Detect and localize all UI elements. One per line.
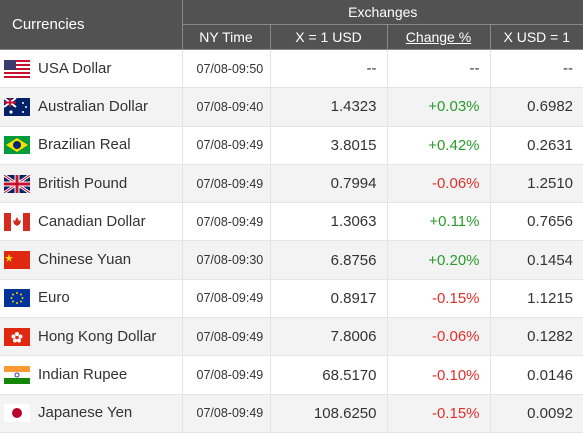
usd-per-unit: 0.1454 <box>489 240 583 280</box>
ny-time: 07/08-09:40 <box>181 87 270 127</box>
currency-cell: Hong Kong Dollar <box>0 317 182 357</box>
currency-cell: USA Dollar <box>0 49 182 89</box>
currency-cell: Euro <box>0 279 182 319</box>
change-percent: +0.11% <box>386 202 490 242</box>
currency-row: Indian Rupee 07/08-09:49 68.5170 -0.10% 0.01… <box>0 355 583 395</box>
flag-icon <box>4 251 30 270</box>
currency-name: Australian Dollar <box>38 97 149 115</box>
change-percent: +0.42% <box>386 126 490 165</box>
usd-per-unit: -- <box>489 49 583 89</box>
flag-icon <box>3 97 30 116</box>
header-column: NY Time <box>181 24 270 50</box>
ny-time: 07/08-09:50 <box>181 49 270 89</box>
change-percent: -0.06% <box>386 164 490 204</box>
currency-row: Japanese Yen 07/08-09:49 108.6250 -0.15% 0.0… <box>0 394 583 433</box>
currency-cell: Australian Dollar <box>0 87 182 127</box>
currency-name: Japanese Yen <box>38 404 133 422</box>
header-exchanges: Exchanges <box>181 0 583 25</box>
flag-icon <box>4 289 30 308</box>
header-currencies: Currencies <box>0 0 182 50</box>
currency-cell: British Pound <box>0 164 182 204</box>
usd-per-unit: 1.1215 <box>489 279 583 319</box>
currency-name: Canadian Dollar <box>38 212 146 230</box>
currency-row: Brazilian Real 07/08-09:49 3.8015 +0.42% 0.2… <box>0 126 583 165</box>
ny-time: 07/08-09:30 <box>181 240 270 280</box>
flag-icon <box>4 212 30 231</box>
usd-per-unit: 1.2510 <box>489 164 583 204</box>
flag-icon <box>4 404 30 423</box>
rate-per-usd: 0.8917 <box>269 279 387 319</box>
change-percent: +0.03% <box>386 87 490 127</box>
flag-icon <box>4 136 30 155</box>
currency-row: Hong Kong Dollar 07/08-09:49 7.8006 -0.06% 0… <box>0 317 583 357</box>
usd-per-unit: 0.0092 <box>489 394 583 433</box>
rate-per-usd: 6.8756 <box>269 240 387 280</box>
currency-row: Australian Dollar 07/08-09:40 1.4323 +0.03%… <box>0 87 583 127</box>
rate-per-usd: 1.3063 <box>269 202 387 242</box>
currency-name: British Pound <box>38 174 128 192</box>
currency-row: Chinese Yuan 07/08-09:30 6.8756 +0.20% 0.145… <box>0 240 583 280</box>
currency-cell: Japanese Yen <box>0 394 182 433</box>
usd-per-unit: 0.2631 <box>489 126 583 165</box>
currency-row: USA Dollar 07/08-09:50 -- -- -- <box>0 49 583 89</box>
currency-cell: Canadian Dollar <box>0 202 182 242</box>
currency-row: Canadian Dollar 07/08-09:49 1.3063 +0.11% 0.… <box>0 202 583 242</box>
currency-name: USA Dollar <box>38 59 112 77</box>
header-row: Currencies Exchanges <box>0 0 583 50</box>
currency-name: Chinese Yuan <box>38 251 132 269</box>
header-column: X USD = 1 <box>489 24 583 50</box>
rate-per-usd: 108.6250 <box>269 394 387 433</box>
change-percent: -0.06% <box>386 317 490 357</box>
ny-time: 07/08-09:49 <box>181 355 270 395</box>
ny-time: 07/08-09:49 <box>181 164 270 204</box>
ny-time: 07/08-09:49 <box>181 317 270 357</box>
rate-per-usd: 1.4323 <box>269 87 387 127</box>
ny-time: 07/08-09:49 <box>181 202 270 242</box>
currency-name: Euro <box>38 289 70 307</box>
currency-row: British Pound 07/08-09:49 0.7994 -0.06% 1.25… <box>0 164 583 204</box>
usd-per-unit: 0.1282 <box>489 317 583 357</box>
change-percent: -0.15% <box>386 279 490 319</box>
flag-icon <box>4 327 30 346</box>
usd-per-unit: 0.7656 <box>489 202 583 242</box>
rate-per-usd: 3.8015 <box>269 126 387 165</box>
currency-name: Indian Rupee <box>38 366 128 383</box>
usd-per-unit: 0.6982 <box>489 87 583 127</box>
currency-cell: Indian Rupee <box>0 355 182 395</box>
currency-cell: Chinese Yuan <box>0 240 182 280</box>
currency-name: Brazilian Real <box>38 136 131 154</box>
rate-per-usd: 68.5170 <box>269 355 387 395</box>
currency-name: Hong Kong Dollar <box>38 327 157 345</box>
change-percent: -0.10% <box>386 355 490 395</box>
rate-per-usd: 0.7994 <box>269 164 387 204</box>
change-percent: -- <box>386 49 490 89</box>
table-body: USA Dollar 07/08-09:50 -- -- -- Australian Do… <box>0 49 583 433</box>
currency-cell: Brazilian Real <box>0 126 182 165</box>
ny-time: 07/08-09:49 <box>181 279 270 319</box>
flag-icon <box>4 366 30 385</box>
flag-icon <box>4 59 30 78</box>
header-row: NY Time X = 1 USD Change % X USD = 1 <box>0 24 583 50</box>
ny-time: 07/08-09:49 <box>181 126 270 165</box>
usd-per-unit: 0.0146 <box>489 355 583 395</box>
change-percent: -0.15% <box>386 394 490 433</box>
rate-per-usd: -- <box>269 49 387 89</box>
header-column-sort[interactable]: Change % <box>386 24 490 50</box>
header-column: X = 1 USD <box>269 24 387 50</box>
currency-row: Euro 07/08-09:49 0.8917 -0.15% 1.1215 <box>0 279 583 319</box>
ny-time: 07/08-09:49 <box>181 394 270 433</box>
rate-per-usd: 7.8006 <box>269 317 387 357</box>
change-percent: +0.20% <box>386 240 490 280</box>
flag-icon <box>3 173 31 194</box>
